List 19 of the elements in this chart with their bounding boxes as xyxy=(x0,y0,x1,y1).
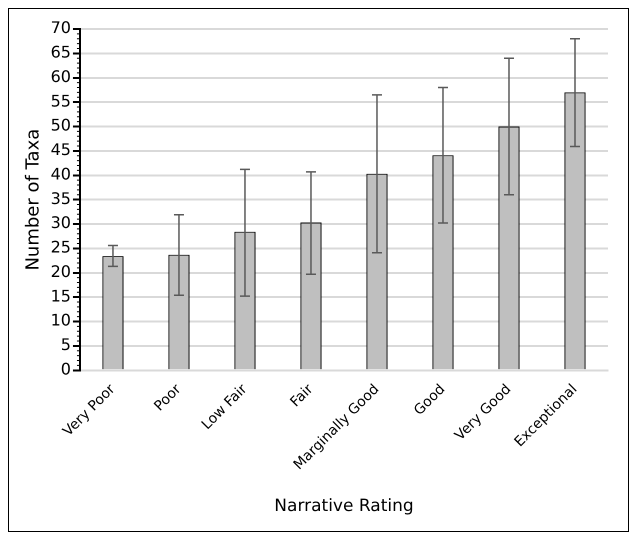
y-tick-label: 10 xyxy=(50,310,71,330)
y-tick-label: 50 xyxy=(50,116,71,135)
y-tick-label: 65 xyxy=(50,42,71,62)
x-tick-label: Fair xyxy=(287,381,317,410)
x-axis-title: Narrative Rating xyxy=(274,496,414,516)
y-tick-label: 70 xyxy=(50,18,71,38)
y-tick-label: 55 xyxy=(50,91,71,110)
y-tick-label: 15 xyxy=(50,286,71,306)
y-tick-label: 45 xyxy=(50,140,71,160)
x-tick-label: Low Fair xyxy=(198,381,251,433)
y-tick-label: 60 xyxy=(50,66,71,86)
y-tick-label: 20 xyxy=(50,262,71,281)
y-axis-title: Number of Taxa xyxy=(22,128,44,271)
y-tick-label: 35 xyxy=(50,188,71,208)
y-tick-label: 40 xyxy=(50,164,71,184)
y-tick-label: 25 xyxy=(50,238,71,257)
y-tick-label: 5 xyxy=(60,335,71,354)
y-tick-label: 0 xyxy=(60,359,71,378)
y-tick-label: 30 xyxy=(50,213,71,232)
